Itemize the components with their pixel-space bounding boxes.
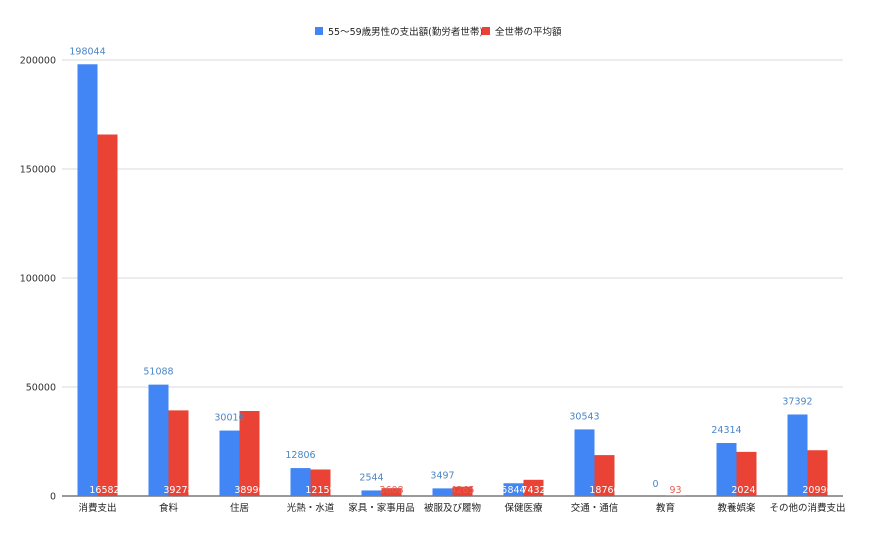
bar-series-2 [98, 135, 118, 496]
bar-series-1 [78, 64, 98, 496]
data-label-series-2: 38990 [234, 485, 264, 496]
legend: 55～59歳男性の支出額(勤労者世帯) 全世帯の平均額 [315, 26, 562, 38]
x-axis: 消費支出 食料 住居 光熱・水道 家具・家事用品被服及び履物 保健医療 交通・通信 教育 教養娯… [78, 502, 845, 514]
data-label-series-1: 30543 [569, 411, 599, 422]
x-tick-label: 被服及び履物 [424, 502, 482, 514]
y-tick-label: 100000 [20, 274, 56, 285]
data-label-series-1: 198044 [69, 46, 105, 57]
data-label-series-1: 0 [652, 479, 658, 490]
x-tick-label: 住居 [230, 502, 249, 514]
x-tick-label: 教養娯楽 [717, 502, 756, 514]
x-tick-label: 保健医療 [504, 502, 543, 514]
legend-label-series-2: 全世帯の平均額 [495, 26, 562, 38]
x-tick-label: 教育 [656, 502, 675, 514]
x-tick-label: 消費支出 [78, 502, 116, 514]
data-label-series-2: 20241 [731, 485, 761, 496]
data-label-series-2: 7432 [521, 485, 545, 496]
data-label-series-1: 30016 [214, 413, 244, 424]
y-tick-label: 200000 [20, 56, 56, 67]
data-label-series-1: 12806 [285, 450, 315, 461]
data-label-series-2: 18760 [589, 485, 619, 496]
data-label-series-2: 165822 [89, 485, 125, 496]
x-tick-label: 家具・家事用品 [348, 502, 415, 514]
bar-series-2 [240, 411, 260, 496]
y-tick-label: 0 [50, 492, 56, 503]
data-label-series-1: 2544 [359, 472, 383, 483]
data-label-series-1: 3497 [430, 470, 454, 481]
data-label-series-2: 3608 [379, 485, 403, 496]
data-label-series-2: 20996 [802, 485, 832, 496]
data-label-series-2: 93 [669, 485, 681, 496]
bar-series-1 [788, 414, 808, 496]
data-label-series-2: 12159 [305, 485, 335, 496]
x-tick-label: その他の消費支出 [769, 502, 845, 514]
x-tick-label: 交通・通信 [571, 502, 619, 514]
bar-series-2 [169, 410, 189, 496]
legend-swatch-series-1 [315, 27, 323, 35]
x-tick-label: 光熱・水道 [287, 502, 335, 514]
data-label-series-2: 4265 [450, 485, 474, 496]
data-label-series-1: 51088 [143, 367, 173, 378]
legend-swatch-series-2 [482, 27, 490, 35]
y-tick-label: 150000 [20, 165, 56, 176]
x-tick-label: 食料 [159, 502, 179, 514]
data-label-series-2: 39278 [163, 485, 193, 496]
data-label-series-1: 24314 [711, 425, 741, 436]
y-tick-label: 50000 [26, 383, 56, 394]
data-label-series-1: 37392 [782, 396, 812, 407]
bar-series-1 [149, 385, 169, 496]
y-axis: 0 50000 100000 150000 200000 [20, 56, 56, 503]
legend-label-series-1: 55～59歳男性の支出額(勤労者世帯) [328, 26, 483, 38]
